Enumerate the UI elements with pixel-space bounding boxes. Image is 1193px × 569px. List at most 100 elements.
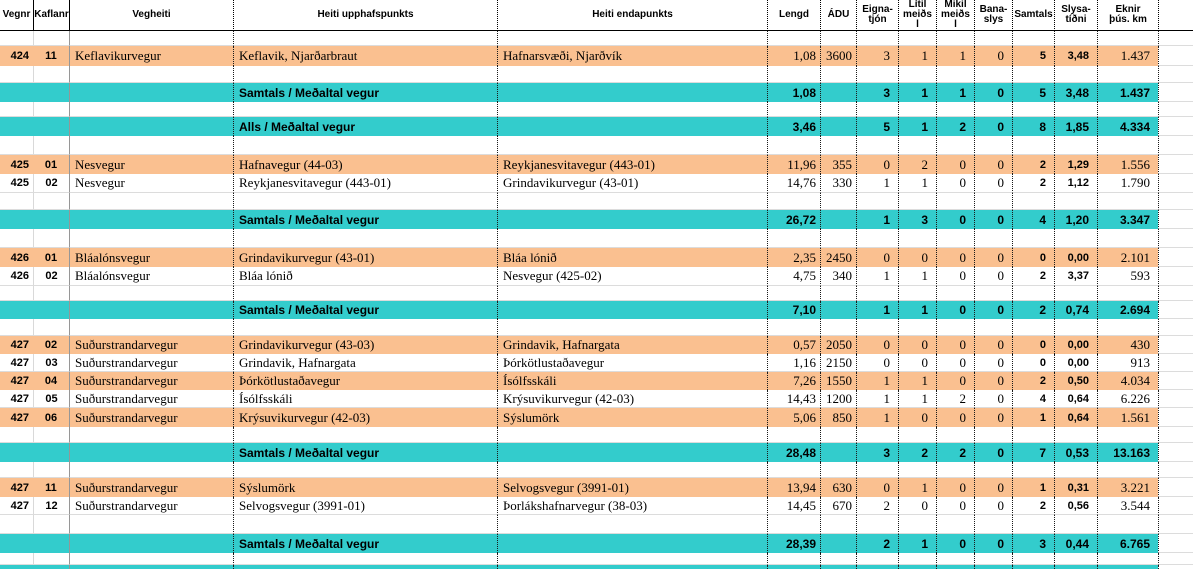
cell-upphaf[interactable]: Sýslumörk xyxy=(233,478,497,497)
empty-cell[interactable] xyxy=(0,193,33,210)
empty-cell[interactable] xyxy=(497,66,767,83)
empty-cell[interactable] xyxy=(233,136,497,155)
cell-upphaf[interactable]: Grindavik, Hafnargata xyxy=(233,354,497,372)
cell-lengd[interactable]: 2,35 xyxy=(767,248,820,267)
cell-mikil[interactable]: 0 xyxy=(936,267,974,286)
cell-kaflanr[interactable]: 04 xyxy=(33,372,69,390)
empty-cell[interactable] xyxy=(69,229,233,248)
cell-eknir[interactable]: 4.034 xyxy=(1097,372,1158,390)
empty-cell[interactable] xyxy=(1054,102,1097,117)
empty-cell[interactable] xyxy=(233,229,497,248)
empty-cell[interactable] xyxy=(1054,229,1097,248)
empty-cell[interactable] xyxy=(1054,286,1097,301)
cell-kaflanr[interactable] xyxy=(33,117,69,136)
cell-samtals[interactable]: 0 xyxy=(1012,336,1054,354)
empty-cell[interactable] xyxy=(1054,193,1097,210)
empty-cell[interactable] xyxy=(0,553,33,565)
cell-vegheiti[interactable] xyxy=(69,210,233,229)
cell-adu[interactable] xyxy=(820,83,856,102)
empty-cell[interactable] xyxy=(1158,319,1193,336)
cell-slysa[interactable]: 1,20 xyxy=(1054,210,1097,229)
cell-bana[interactable]: 0 xyxy=(974,83,1012,102)
cell-kaflanr[interactable]: 11 xyxy=(33,478,69,497)
cell-litil[interactable]: 1 xyxy=(898,534,936,553)
cell-endap[interactable]: Þórkötlustaðavegur xyxy=(497,354,767,372)
cell-adu[interactable]: 355 xyxy=(820,155,856,174)
cell-kaflanr[interactable]: 05 xyxy=(33,390,69,408)
cell-filler[interactable] xyxy=(1158,354,1193,372)
cell-samtals[interactable]: 8 xyxy=(1012,117,1054,136)
empty-cell[interactable] xyxy=(1158,286,1193,301)
empty-cell[interactable] xyxy=(0,286,33,301)
empty-cell[interactable] xyxy=(33,229,69,248)
empty-cell[interactable] xyxy=(1054,515,1097,534)
empty-cell[interactable] xyxy=(1097,462,1158,478)
empty-cell[interactable] xyxy=(1054,31,1097,46)
cell-slysa[interactable]: 0,64 xyxy=(1054,390,1097,408)
cell-eigna[interactable]: 1 xyxy=(856,267,898,286)
cell-vegheiti[interactable]: Suðurstrandarvegur xyxy=(69,497,233,515)
empty-cell[interactable] xyxy=(1158,102,1193,117)
empty-cell[interactable] xyxy=(974,462,1012,478)
empty-cell[interactable] xyxy=(767,515,820,534)
cell-samtals[interactable]: 3 xyxy=(1012,534,1054,553)
empty-cell[interactable] xyxy=(497,553,767,565)
empty-cell[interactable] xyxy=(767,31,820,46)
empty-cell[interactable] xyxy=(767,229,820,248)
cell-eigna[interactable]: 5 xyxy=(856,117,898,136)
cell-endap[interactable]: Ísólfsskáli xyxy=(497,372,767,390)
empty-cell[interactable] xyxy=(820,319,856,336)
empty-cell[interactable] xyxy=(1158,193,1193,210)
cell-litil[interactable]: 1 xyxy=(898,267,936,286)
empty-cell[interactable] xyxy=(1158,427,1193,443)
empty-cell[interactable] xyxy=(1012,319,1054,336)
cell-filler[interactable] xyxy=(1158,390,1193,408)
cell-vegheiti[interactable] xyxy=(69,534,233,553)
cell-mikil[interactable]: 0 xyxy=(936,210,974,229)
cell-lengd[interactable]: 13,94 xyxy=(767,478,820,497)
cell-kaflanr[interactable] xyxy=(33,210,69,229)
cell-upphaf[interactable]: Krýsuvikurvegur (42-03) xyxy=(233,408,497,427)
cell-filler[interactable] xyxy=(1158,534,1193,553)
cell-slysa[interactable]: 0,31 xyxy=(1054,478,1097,497)
cell-litil[interactable]: 1 xyxy=(898,83,936,102)
empty-cell[interactable] xyxy=(1012,553,1054,565)
column-header-endap[interactable]: Heiti endapunkts xyxy=(497,0,767,31)
cell-slysa[interactable]: 0,00 xyxy=(1054,354,1097,372)
cell-endap[interactable]: Sýslumörk xyxy=(497,408,767,427)
column-header-eigna[interactable]: Eigna- tjón xyxy=(856,0,898,31)
cell-vegheiti[interactable] xyxy=(69,443,233,462)
cell-vegheiti[interactable] xyxy=(69,565,233,569)
cell-filler[interactable] xyxy=(1158,336,1193,354)
cell-filler[interactable] xyxy=(1158,372,1193,390)
cell-litil[interactable]: 0 xyxy=(898,354,936,372)
empty-cell[interactable] xyxy=(69,136,233,155)
cell-vegheiti[interactable]: Nesvegur xyxy=(69,155,233,174)
cell-lengd[interactable]: 11,96 xyxy=(767,155,820,174)
cell-lengd[interactable]: 28,48 xyxy=(767,443,820,462)
empty-cell[interactable] xyxy=(0,515,33,534)
empty-cell[interactable] xyxy=(767,427,820,443)
header-filler-cell[interactable] xyxy=(1158,0,1193,31)
cell-lengd[interactable]: 7,26 xyxy=(767,372,820,390)
empty-cell[interactable] xyxy=(1158,462,1193,478)
empty-cell[interactable] xyxy=(497,286,767,301)
column-header-eknir[interactable]: Eknir þús. km xyxy=(1097,0,1158,31)
cell-adu[interactable]: 1550 xyxy=(820,372,856,390)
empty-cell[interactable] xyxy=(898,66,936,83)
cell-eigna[interactable]: 1 xyxy=(856,301,898,319)
cell-vegnr[interactable] xyxy=(0,443,33,462)
empty-cell[interactable] xyxy=(936,515,974,534)
empty-cell[interactable] xyxy=(856,66,898,83)
cell-bana[interactable]: 0 xyxy=(974,117,1012,136)
cell-bana[interactable]: 0 xyxy=(974,390,1012,408)
cell-samtals[interactable]: 2 xyxy=(1012,267,1054,286)
cell-endap[interactable] xyxy=(497,534,767,553)
cell-filler[interactable] xyxy=(1158,497,1193,515)
cell-vegheiti[interactable]: Suðurstrandarvegur xyxy=(69,354,233,372)
total-label[interactable]: Samtals / Meðaltal vegur xyxy=(233,210,497,229)
cell-upphaf[interactable]: Þórkötlustaðavegur xyxy=(233,372,497,390)
empty-cell[interactable] xyxy=(1012,462,1054,478)
cell-eknir[interactable]: 3.544 xyxy=(1097,497,1158,515)
cell-eknir[interactable]: 4.334 xyxy=(1097,117,1158,136)
